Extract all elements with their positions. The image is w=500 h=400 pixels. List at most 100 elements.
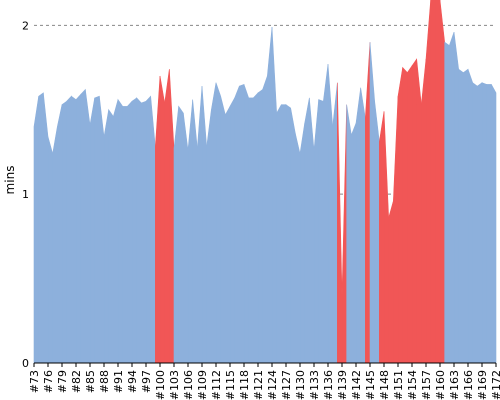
area-segment <box>187 99 193 364</box>
area-segment <box>472 82 478 364</box>
area-segment-highlight <box>169 69 175 364</box>
area-segment <box>313 99 319 364</box>
x-tick-label: #121 <box>252 370 265 400</box>
area-segment <box>52 126 58 364</box>
area-segment <box>61 100 67 364</box>
area-segment-highlight <box>337 82 343 364</box>
x-tick-label: #112 <box>210 370 223 400</box>
area-segment <box>117 98 123 364</box>
area-segment <box>197 86 203 364</box>
area-segment-highlight <box>365 42 371 364</box>
area-segment-highlight <box>379 111 385 364</box>
area-segment <box>122 106 128 364</box>
area-segment <box>281 104 287 364</box>
area-segment <box>225 106 231 364</box>
area-segment <box>201 86 207 364</box>
x-tick-label: #127 <box>280 370 293 400</box>
x-tick-label: #94 <box>126 370 139 393</box>
area-segment-highlight <box>341 104 347 364</box>
x-tick-label: #130 <box>294 370 307 400</box>
y-tick-labels: 0 1 2 <box>22 19 29 370</box>
area-segment-highlight <box>393 96 399 364</box>
area-segment <box>351 123 357 364</box>
area-segment-highlight <box>416 59 422 364</box>
x-tick-label: #139 <box>336 370 349 400</box>
area-segment-highlight <box>383 111 389 364</box>
area-segment <box>192 99 198 364</box>
area-segment <box>183 113 189 364</box>
area-segment <box>299 123 305 364</box>
area-segment <box>150 96 156 364</box>
area-segment <box>248 97 254 364</box>
area-segment-highlight <box>159 75 165 364</box>
area-segment <box>463 68 469 364</box>
x-tick-label: #163 <box>448 370 461 400</box>
area-segment <box>211 82 217 364</box>
area-segment-highlight <box>439 0 445 364</box>
area-segment-highlight <box>435 0 441 364</box>
x-tick-label: #157 <box>420 370 433 400</box>
area-segment <box>215 82 221 364</box>
area-segment <box>94 95 100 364</box>
area-segment <box>267 26 273 364</box>
area-segment <box>309 97 315 364</box>
area-segment-highlight <box>430 0 436 364</box>
area-segment <box>220 96 226 364</box>
area-segment <box>290 108 296 364</box>
x-tick-label: #166 <box>462 370 475 400</box>
x-tick-label: #91 <box>112 370 125 393</box>
area-segment <box>332 82 338 364</box>
area-segment-highlight <box>425 0 431 364</box>
area-segment <box>85 89 91 364</box>
x-tick-label: #73 <box>28 370 41 393</box>
x-tick-label: #76 <box>42 370 55 393</box>
area-segment <box>374 101 380 364</box>
area-segment-highlight <box>421 59 427 364</box>
area-segment <box>477 82 483 364</box>
x-tick-label: #124 <box>266 370 279 400</box>
area-segment <box>47 136 53 364</box>
area-segment <box>346 104 352 364</box>
x-tick-label: #88 <box>98 370 111 393</box>
area-segment <box>453 32 459 364</box>
area-segment <box>323 64 329 364</box>
area-segment <box>481 82 487 364</box>
x-tick-label: #172 <box>490 370 500 400</box>
y-axis-label: mins <box>3 166 17 195</box>
x-tick-label: #103 <box>168 370 181 400</box>
x-tick-label: #82 <box>70 370 83 393</box>
x-tick-label: #109 <box>196 370 209 400</box>
area-segment <box>285 104 291 364</box>
area-segment <box>80 88 86 364</box>
area-segment <box>206 109 212 364</box>
area-segment <box>113 99 119 364</box>
area-segment <box>486 84 492 364</box>
area-segment <box>276 104 282 364</box>
area-segment <box>295 133 301 364</box>
area-segment <box>145 95 151 364</box>
area-segment <box>103 109 109 364</box>
area-segment-highlight <box>155 75 161 364</box>
x-tick-label: #145 <box>364 370 377 400</box>
area-segment <box>449 31 455 364</box>
area-segment <box>127 100 133 364</box>
area-segment <box>369 42 375 364</box>
x-tick-label: #115 <box>224 370 237 400</box>
area-segment <box>66 95 72 364</box>
y-tick-label: 0 <box>22 357 29 370</box>
y-tick-label: 1 <box>22 188 29 201</box>
x-tick-label: #151 <box>392 370 405 400</box>
area-segment <box>355 87 361 364</box>
x-tick-label: #142 <box>350 370 363 400</box>
area-segment <box>262 75 268 364</box>
area-segment <box>38 92 44 364</box>
x-tick-label: #169 <box>476 370 489 400</box>
area-segment <box>108 108 114 364</box>
x-tick-label: #148 <box>378 370 391 400</box>
area-segment <box>491 84 497 364</box>
area-segment <box>99 96 105 364</box>
area-segment <box>327 64 333 364</box>
y-tick-label: 2 <box>22 19 29 32</box>
